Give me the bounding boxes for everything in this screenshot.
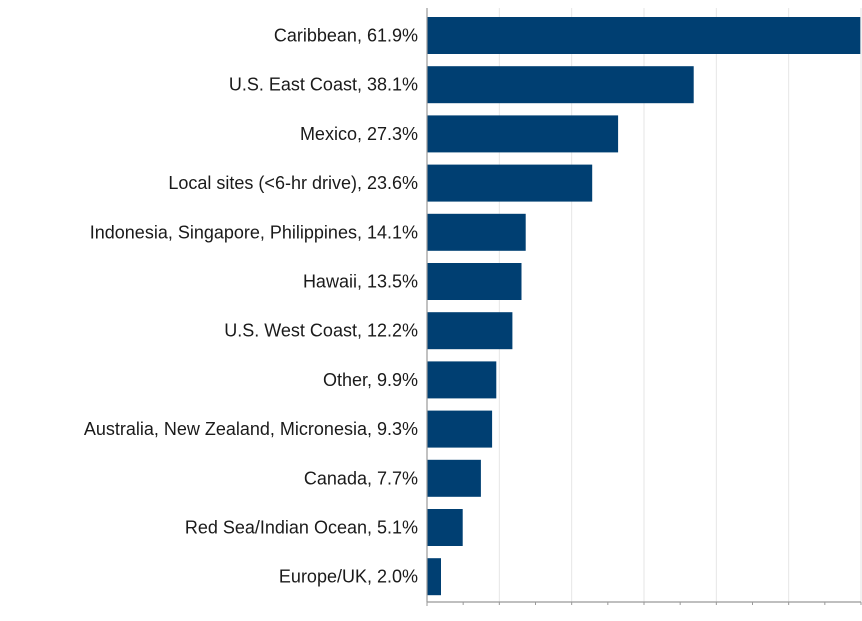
bar — [427, 410, 493, 448]
bar — [427, 213, 526, 251]
category-label: Red Sea/Indian Ocean, 5.1% — [185, 518, 418, 538]
category-label: Mexico, 27.3% — [300, 124, 418, 144]
gridlines — [498, 8, 862, 602]
bar — [427, 66, 694, 104]
bar — [427, 459, 481, 497]
bar — [427, 509, 463, 546]
bar — [427, 17, 861, 54]
bar — [427, 115, 619, 153]
bars — [427, 17, 861, 596]
category-label: Hawaii, 13.5% — [303, 272, 418, 292]
axes — [426, 8, 862, 606]
category-label: U.S. East Coast, 38.1% — [229, 75, 418, 95]
category-label: Australia, New Zealand, Micronesia, 9.3% — [84, 419, 418, 439]
bar — [427, 164, 593, 202]
category-label: Caribbean, 61.9% — [274, 26, 418, 46]
category-label: Canada, 7.7% — [304, 468, 418, 488]
category-label: Other, 9.9% — [323, 370, 418, 390]
category-label: U.S. West Coast, 12.2% — [224, 321, 418, 341]
bar — [427, 558, 441, 596]
bar — [427, 361, 497, 399]
category-label: Indonesia, Singapore, Philippines, 14.1% — [90, 222, 418, 242]
bar — [427, 312, 513, 350]
bar — [427, 263, 522, 300]
category-label: Europe/UK, 2.0% — [279, 567, 418, 587]
category-labels: Caribbean, 61.9% U.S. East Coast, 38.1% Me… — [84, 26, 418, 587]
category-label: Local sites (<6-hr drive), 23.6% — [168, 173, 418, 193]
